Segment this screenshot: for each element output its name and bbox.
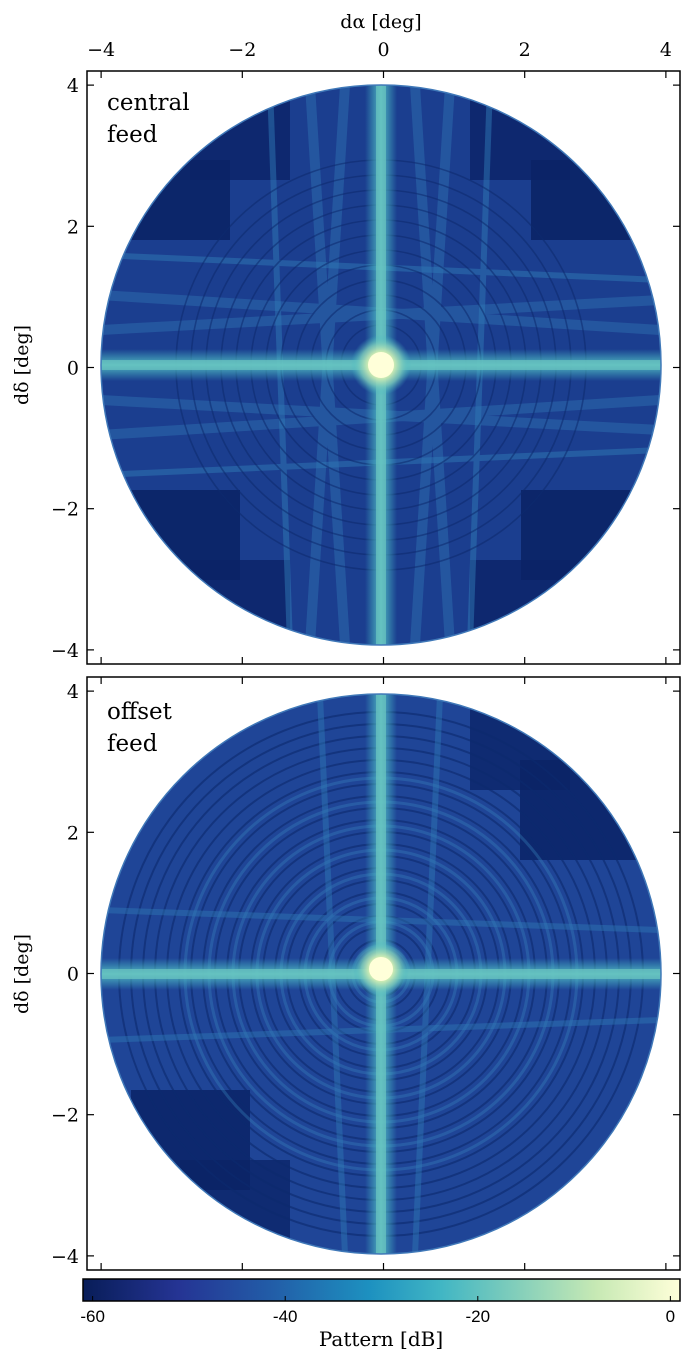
colorbar: -60 -40 -20 0 Pattern [dB]: [80, 1278, 681, 1351]
x-ticks-bottom: [100, 1263, 667, 1270]
x-tick-label: −4: [87, 39, 115, 61]
y-tick-label: −4: [51, 640, 79, 662]
y-tick-label: 2: [67, 822, 79, 844]
beam-pattern-offset-feed: [101, 694, 661, 1254]
y-ticks-top: −4 −2 0 2 4: [51, 75, 680, 662]
panel-offset-feed: −4 −2 0 2 4 dδ [deg] offset feed: [11, 676, 681, 1271]
beam-pattern-central-feed: [101, 85, 661, 645]
panel-label-bottom-line2: feed: [107, 731, 158, 757]
y-tick-label: −2: [51, 499, 79, 521]
x-ticks-top: −4 −2 0 2 4: [87, 39, 672, 78]
x-axis-label-top: dα [deg]: [340, 11, 421, 33]
x-tick-label: −2: [228, 39, 256, 61]
y-tick-label: 4: [67, 75, 79, 97]
y-tick-label: 0: [67, 358, 79, 380]
y-axis-label-top: dδ [deg]: [11, 325, 33, 405]
panel-label-bottom-line1: offset: [107, 699, 173, 725]
y-tick-label: −4: [51, 1246, 79, 1268]
panel-central-feed: −4 −2 0 2 4 −4 −2 0 2 4 dα [deg] dδ [deg] centra…: [11, 11, 681, 665]
footprint-outline-bottom: [100, 693, 662, 1255]
x-tick-label: 0: [377, 39, 389, 61]
footprint-outline-top: [100, 84, 662, 646]
panel-label-top-line1: central: [107, 90, 190, 116]
x-tick-label: 4: [660, 39, 672, 61]
colorbar-label: Pattern [dB]: [319, 1327, 443, 1351]
colorbar-tick-label: -20: [466, 1307, 491, 1326]
colorbar-gradient: [82, 1278, 681, 1302]
y-tick-label: −2: [51, 1105, 79, 1127]
y-tick-label: 4: [67, 681, 79, 703]
y-ticks-bottom: −4 −2 0 2 4: [51, 681, 680, 1268]
colorbar-tick-label: -60: [80, 1307, 105, 1326]
colorbar-tick-label: 0: [666, 1307, 675, 1326]
colorbar-ticks: -60 -40 -20 0: [80, 1296, 675, 1326]
x-ticks-top-of-bottom-panel: [100, 677, 667, 684]
x-tick-label: 2: [519, 39, 531, 61]
y-tick-label: 2: [67, 216, 79, 238]
panel-label-top-line2: feed: [107, 122, 158, 148]
colorbar-tick-label: -40: [273, 1307, 298, 1326]
y-axis-label-bottom: dδ [deg]: [11, 934, 33, 1014]
y-tick-label: 0: [67, 964, 79, 986]
x-ticks-bottom-of-top-panel: [100, 657, 667, 664]
